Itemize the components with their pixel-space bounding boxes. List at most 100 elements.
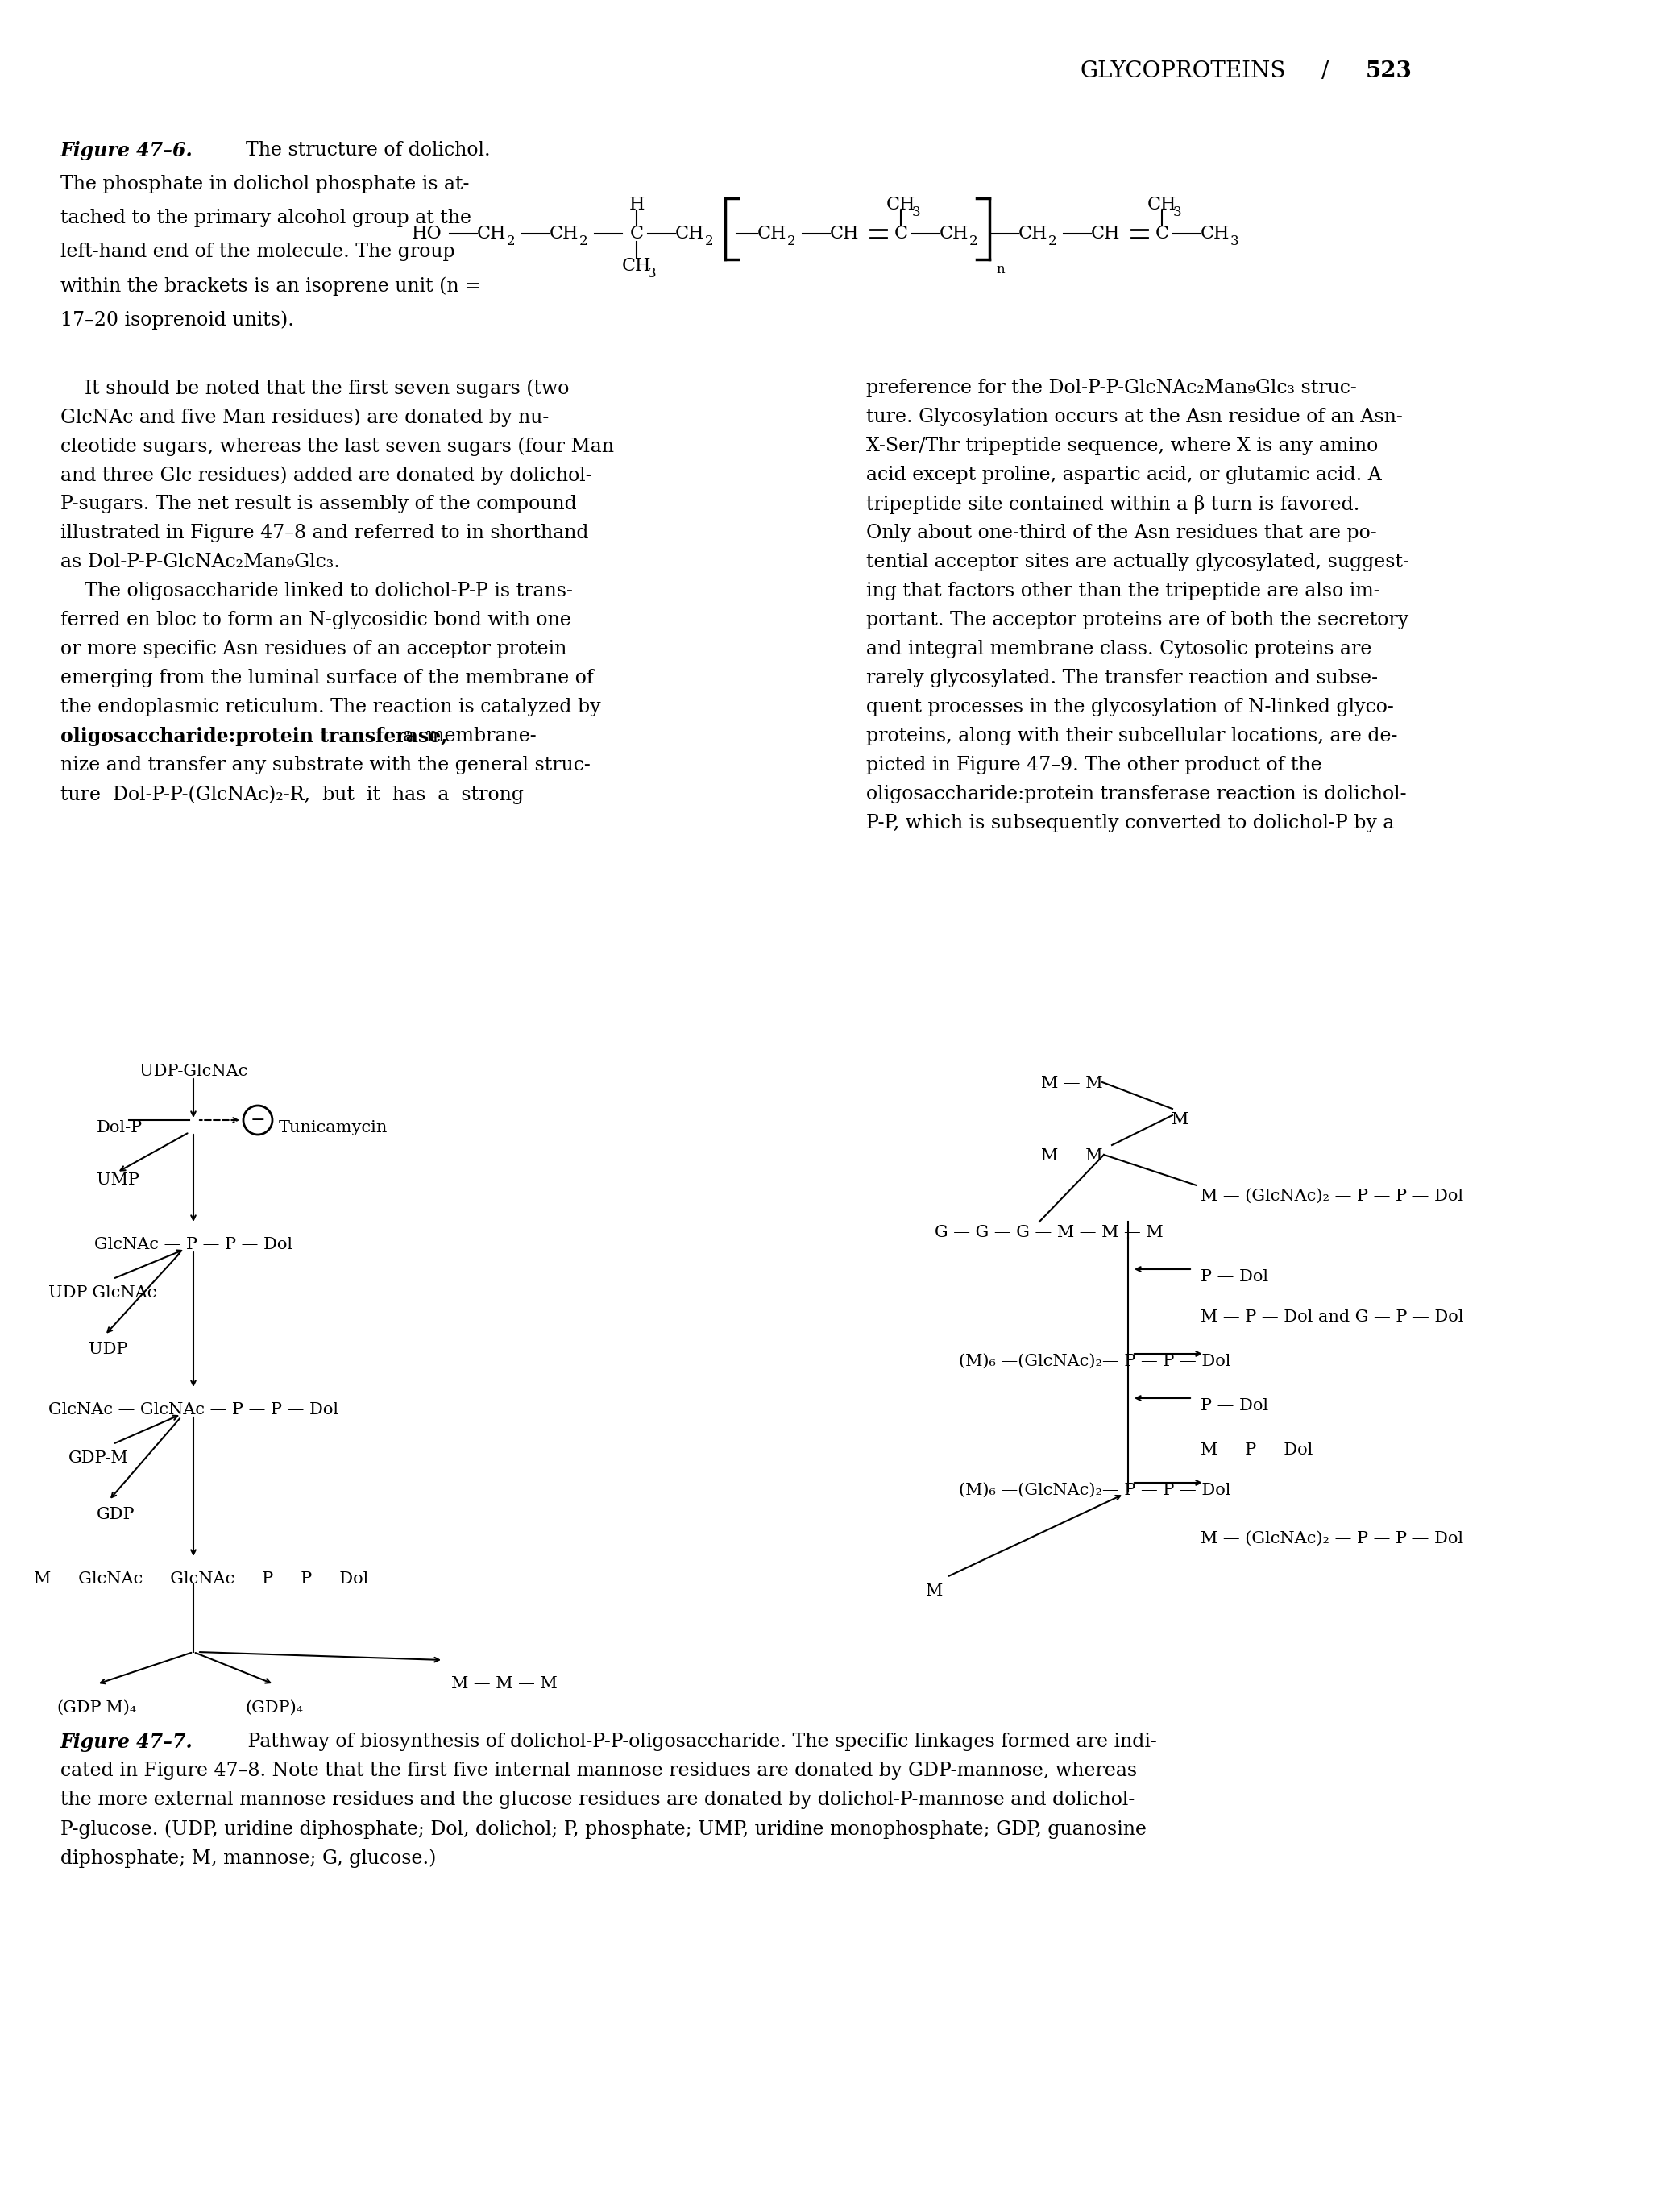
Text: M — (GlcNAc)₂ — P — P — Dol: M — (GlcNAc)₂ — P — P — Dol xyxy=(1201,1188,1463,1203)
Text: ture  Dol-P-P-(GlcNAc)₂-R,  but  it  has  a  strong: ture Dol-P-P-(GlcNAc)₂-R, but it has a s… xyxy=(60,785,524,803)
Text: CH: CH xyxy=(675,226,704,243)
Text: or more specific Asn residues of an acceptor protein: or more specific Asn residues of an acce… xyxy=(60,639,566,659)
Text: GDP: GDP xyxy=(97,1506,134,1522)
Text: CH: CH xyxy=(477,226,506,243)
Text: UDP-GlcNAc: UDP-GlcNAc xyxy=(49,1285,156,1301)
Text: CH: CH xyxy=(885,197,916,215)
Text: CH: CH xyxy=(758,226,786,243)
Text: G — G — G — M — M — M: G — G — G — M — M — M xyxy=(934,1225,1163,1241)
Text: M — M: M — M xyxy=(1042,1148,1102,1164)
Text: n: n xyxy=(996,263,1005,276)
Text: oligosaccharide:protein transferase reaction is dolichol-: oligosaccharide:protein transferase reac… xyxy=(867,785,1406,803)
Text: nize and transfer any substrate with the general struc-: nize and transfer any substrate with the… xyxy=(60,757,590,774)
Text: M: M xyxy=(1173,1113,1189,1128)
Text: as Dol-P-P-GlcNAc₂Man₉Glc₃.: as Dol-P-P-GlcNAc₂Man₉Glc₃. xyxy=(60,553,339,571)
Text: a  membrane-: a membrane- xyxy=(391,728,536,745)
Text: M — P — Dol: M — P — Dol xyxy=(1201,1442,1312,1458)
Text: Only about one-third of the Asn residues that are po-: Only about one-third of the Asn residues… xyxy=(867,524,1376,542)
Text: 3: 3 xyxy=(647,265,657,281)
Text: (GDP)₄: (GDP)₄ xyxy=(245,1701,302,1717)
Text: (GDP-M)₄: (GDP-M)₄ xyxy=(57,1701,136,1717)
Text: The oligosaccharide linked to dolichol-P-P is trans-: The oligosaccharide linked to dolichol-P… xyxy=(60,582,573,599)
Text: 2: 2 xyxy=(580,234,588,248)
Text: 2: 2 xyxy=(507,234,516,248)
Text: 2: 2 xyxy=(969,234,978,248)
Text: quent processes in the glycosylation of N-linked glyco-: quent processes in the glycosylation of … xyxy=(867,697,1394,717)
Text: and integral membrane class. Cytosolic proteins are: and integral membrane class. Cytosolic p… xyxy=(867,639,1371,659)
Text: ferred en bloc to form an N-glycosidic bond with one: ferred en bloc to form an N-glycosidic b… xyxy=(60,611,571,630)
Text: GlcNAc and five Man residues) are donated by nu-: GlcNAc and five Man residues) are donate… xyxy=(60,407,549,427)
Text: Pathway of biosynthesis of dolichol-P-P-oligosaccharide. The specific linkages f: Pathway of biosynthesis of dolichol-P-P-… xyxy=(230,1732,1158,1752)
Text: 3: 3 xyxy=(1230,234,1238,248)
Text: the more external mannose residues and the glucose residues are donated by dolic: the more external mannose residues and t… xyxy=(60,1790,1134,1809)
Text: CH: CH xyxy=(1018,226,1048,243)
Text: tached to the primary alcohol group at the: tached to the primary alcohol group at t… xyxy=(60,208,472,228)
Text: tripeptide site contained within a β turn is favored.: tripeptide site contained within a β tur… xyxy=(867,495,1359,513)
Text: 17–20 isoprenoid units).: 17–20 isoprenoid units). xyxy=(60,310,294,330)
Text: picted in Figure 47–9. The other product of the: picted in Figure 47–9. The other product… xyxy=(867,757,1322,774)
Text: CH: CH xyxy=(1201,226,1230,243)
Text: (M)₆ —(GlcNAc)₂— P — P — Dol: (M)₆ —(GlcNAc)₂— P — P — Dol xyxy=(959,1354,1231,1369)
Text: proteins, along with their subcellular locations, are de-: proteins, along with their subcellular l… xyxy=(867,728,1398,745)
Text: 3: 3 xyxy=(912,206,921,219)
Text: /: / xyxy=(1322,60,1329,82)
Text: emerging from the luminal surface of the membrane of: emerging from the luminal surface of the… xyxy=(60,668,593,688)
Text: The structure of dolichol.: The structure of dolichol. xyxy=(234,142,491,159)
Text: Figure 47–6.: Figure 47–6. xyxy=(60,142,193,159)
Text: Dol-P: Dol-P xyxy=(97,1119,143,1135)
Text: M — P — Dol and G — P — Dol: M — P — Dol and G — P — Dol xyxy=(1201,1310,1463,1325)
Text: within the brackets is an isoprene unit (n =: within the brackets is an isoprene unit … xyxy=(60,276,480,296)
Text: 523: 523 xyxy=(1366,60,1413,82)
Text: X-Ser/Thr tripeptide sequence, where X is any amino: X-Ser/Thr tripeptide sequence, where X i… xyxy=(867,436,1378,456)
Text: (M)₆ —(GlcNAc)₂— P — P — Dol: (M)₆ —(GlcNAc)₂— P — P — Dol xyxy=(959,1482,1231,1498)
Text: It should be noted that the first seven sugars (two: It should be noted that the first seven … xyxy=(60,378,570,398)
Text: GlcNAc — P — P — Dol: GlcNAc — P — P — Dol xyxy=(94,1237,292,1252)
Text: left-hand end of the molecule. The group: left-hand end of the molecule. The group xyxy=(60,243,455,261)
Text: portant. The acceptor proteins are of both the secretory: portant. The acceptor proteins are of bo… xyxy=(867,611,1408,630)
Text: GLYCOPROTEINS: GLYCOPROTEINS xyxy=(1080,60,1285,82)
Text: The phosphate in dolichol phosphate is at-: The phosphate in dolichol phosphate is a… xyxy=(60,175,469,192)
Text: P — Dol: P — Dol xyxy=(1201,1398,1268,1413)
Text: 2: 2 xyxy=(706,234,714,248)
Text: ture. Glycosylation occurs at the Asn residue of an Asn-: ture. Glycosylation occurs at the Asn re… xyxy=(867,407,1403,427)
Text: M: M xyxy=(926,1584,942,1599)
Text: rarely glycosylated. The transfer reaction and subse-: rarely glycosylated. The transfer reacti… xyxy=(867,668,1378,688)
Text: ing that factors other than the tripeptide are also im-: ing that factors other than the tripepti… xyxy=(867,582,1379,599)
Text: 3: 3 xyxy=(1173,206,1181,219)
Text: tential acceptor sites are actually glycosylated, suggest-: tential acceptor sites are actually glyc… xyxy=(867,553,1410,571)
Text: HO: HO xyxy=(412,226,442,243)
Text: GDP-M: GDP-M xyxy=(69,1451,129,1467)
Text: M — M: M — M xyxy=(1042,1075,1102,1091)
Text: 2: 2 xyxy=(1048,234,1057,248)
Text: M — M — M: M — M — M xyxy=(452,1677,558,1692)
Text: CH: CH xyxy=(1147,197,1176,215)
Text: CH: CH xyxy=(939,226,969,243)
Text: UDP: UDP xyxy=(89,1343,128,1356)
Text: P — Dol: P — Dol xyxy=(1201,1270,1268,1285)
Text: cleotide sugars, whereas the last seven sugars (four Man: cleotide sugars, whereas the last seven … xyxy=(60,436,613,456)
Text: cated in Figure 47–8. Note that the first five internal mannose residues are don: cated in Figure 47–8. Note that the firs… xyxy=(60,1761,1137,1781)
Text: preference for the Dol-P-P-GlcNAc₂Man₉Glc₃ struc-: preference for the Dol-P-P-GlcNAc₂Man₉Gl… xyxy=(867,378,1357,398)
Text: Tunicamycin: Tunicamycin xyxy=(279,1119,388,1135)
Text: Figure 47–7.: Figure 47–7. xyxy=(60,1732,193,1752)
Text: CH: CH xyxy=(549,226,578,243)
Text: M — GlcNAc — GlcNAc — P — P — Dol: M — GlcNAc — GlcNAc — P — P — Dol xyxy=(34,1571,370,1586)
Text: −: − xyxy=(250,1110,265,1128)
Text: UDP-GlcNAc: UDP-GlcNAc xyxy=(139,1064,247,1079)
Text: CH: CH xyxy=(830,226,858,243)
Text: H: H xyxy=(628,197,645,215)
Text: M — (GlcNAc)₂ — P — P — Dol: M — (GlcNAc)₂ — P — P — Dol xyxy=(1201,1531,1463,1546)
Text: CH: CH xyxy=(1090,226,1121,243)
Text: 2: 2 xyxy=(786,234,796,248)
Text: C: C xyxy=(630,226,643,243)
Text: P-glucose. (UDP, uridine diphosphate; Dol, dolichol; P, phosphate; UMP, uridine : P-glucose. (UDP, uridine diphosphate; Do… xyxy=(60,1820,1146,1838)
Text: C: C xyxy=(894,226,907,243)
Text: diphosphate; M, mannose; G, glucose.): diphosphate; M, mannose; G, glucose.) xyxy=(60,1849,437,1867)
Text: C: C xyxy=(1156,226,1169,243)
Text: UMP: UMP xyxy=(97,1172,139,1188)
Text: GlcNAc — GlcNAc — P — P — Dol: GlcNAc — GlcNAc — P — P — Dol xyxy=(49,1402,338,1418)
Text: P-sugars. The net result is assembly of the compound: P-sugars. The net result is assembly of … xyxy=(60,495,576,513)
Text: and three Glc residues) added are donated by dolichol-: and three Glc residues) added are donate… xyxy=(60,467,591,484)
Text: P-P, which is subsequently converted to dolichol-P by a: P-P, which is subsequently converted to … xyxy=(867,814,1394,832)
Text: acid except proline, aspartic acid, or glutamic acid. A: acid except proline, aspartic acid, or g… xyxy=(867,467,1381,484)
